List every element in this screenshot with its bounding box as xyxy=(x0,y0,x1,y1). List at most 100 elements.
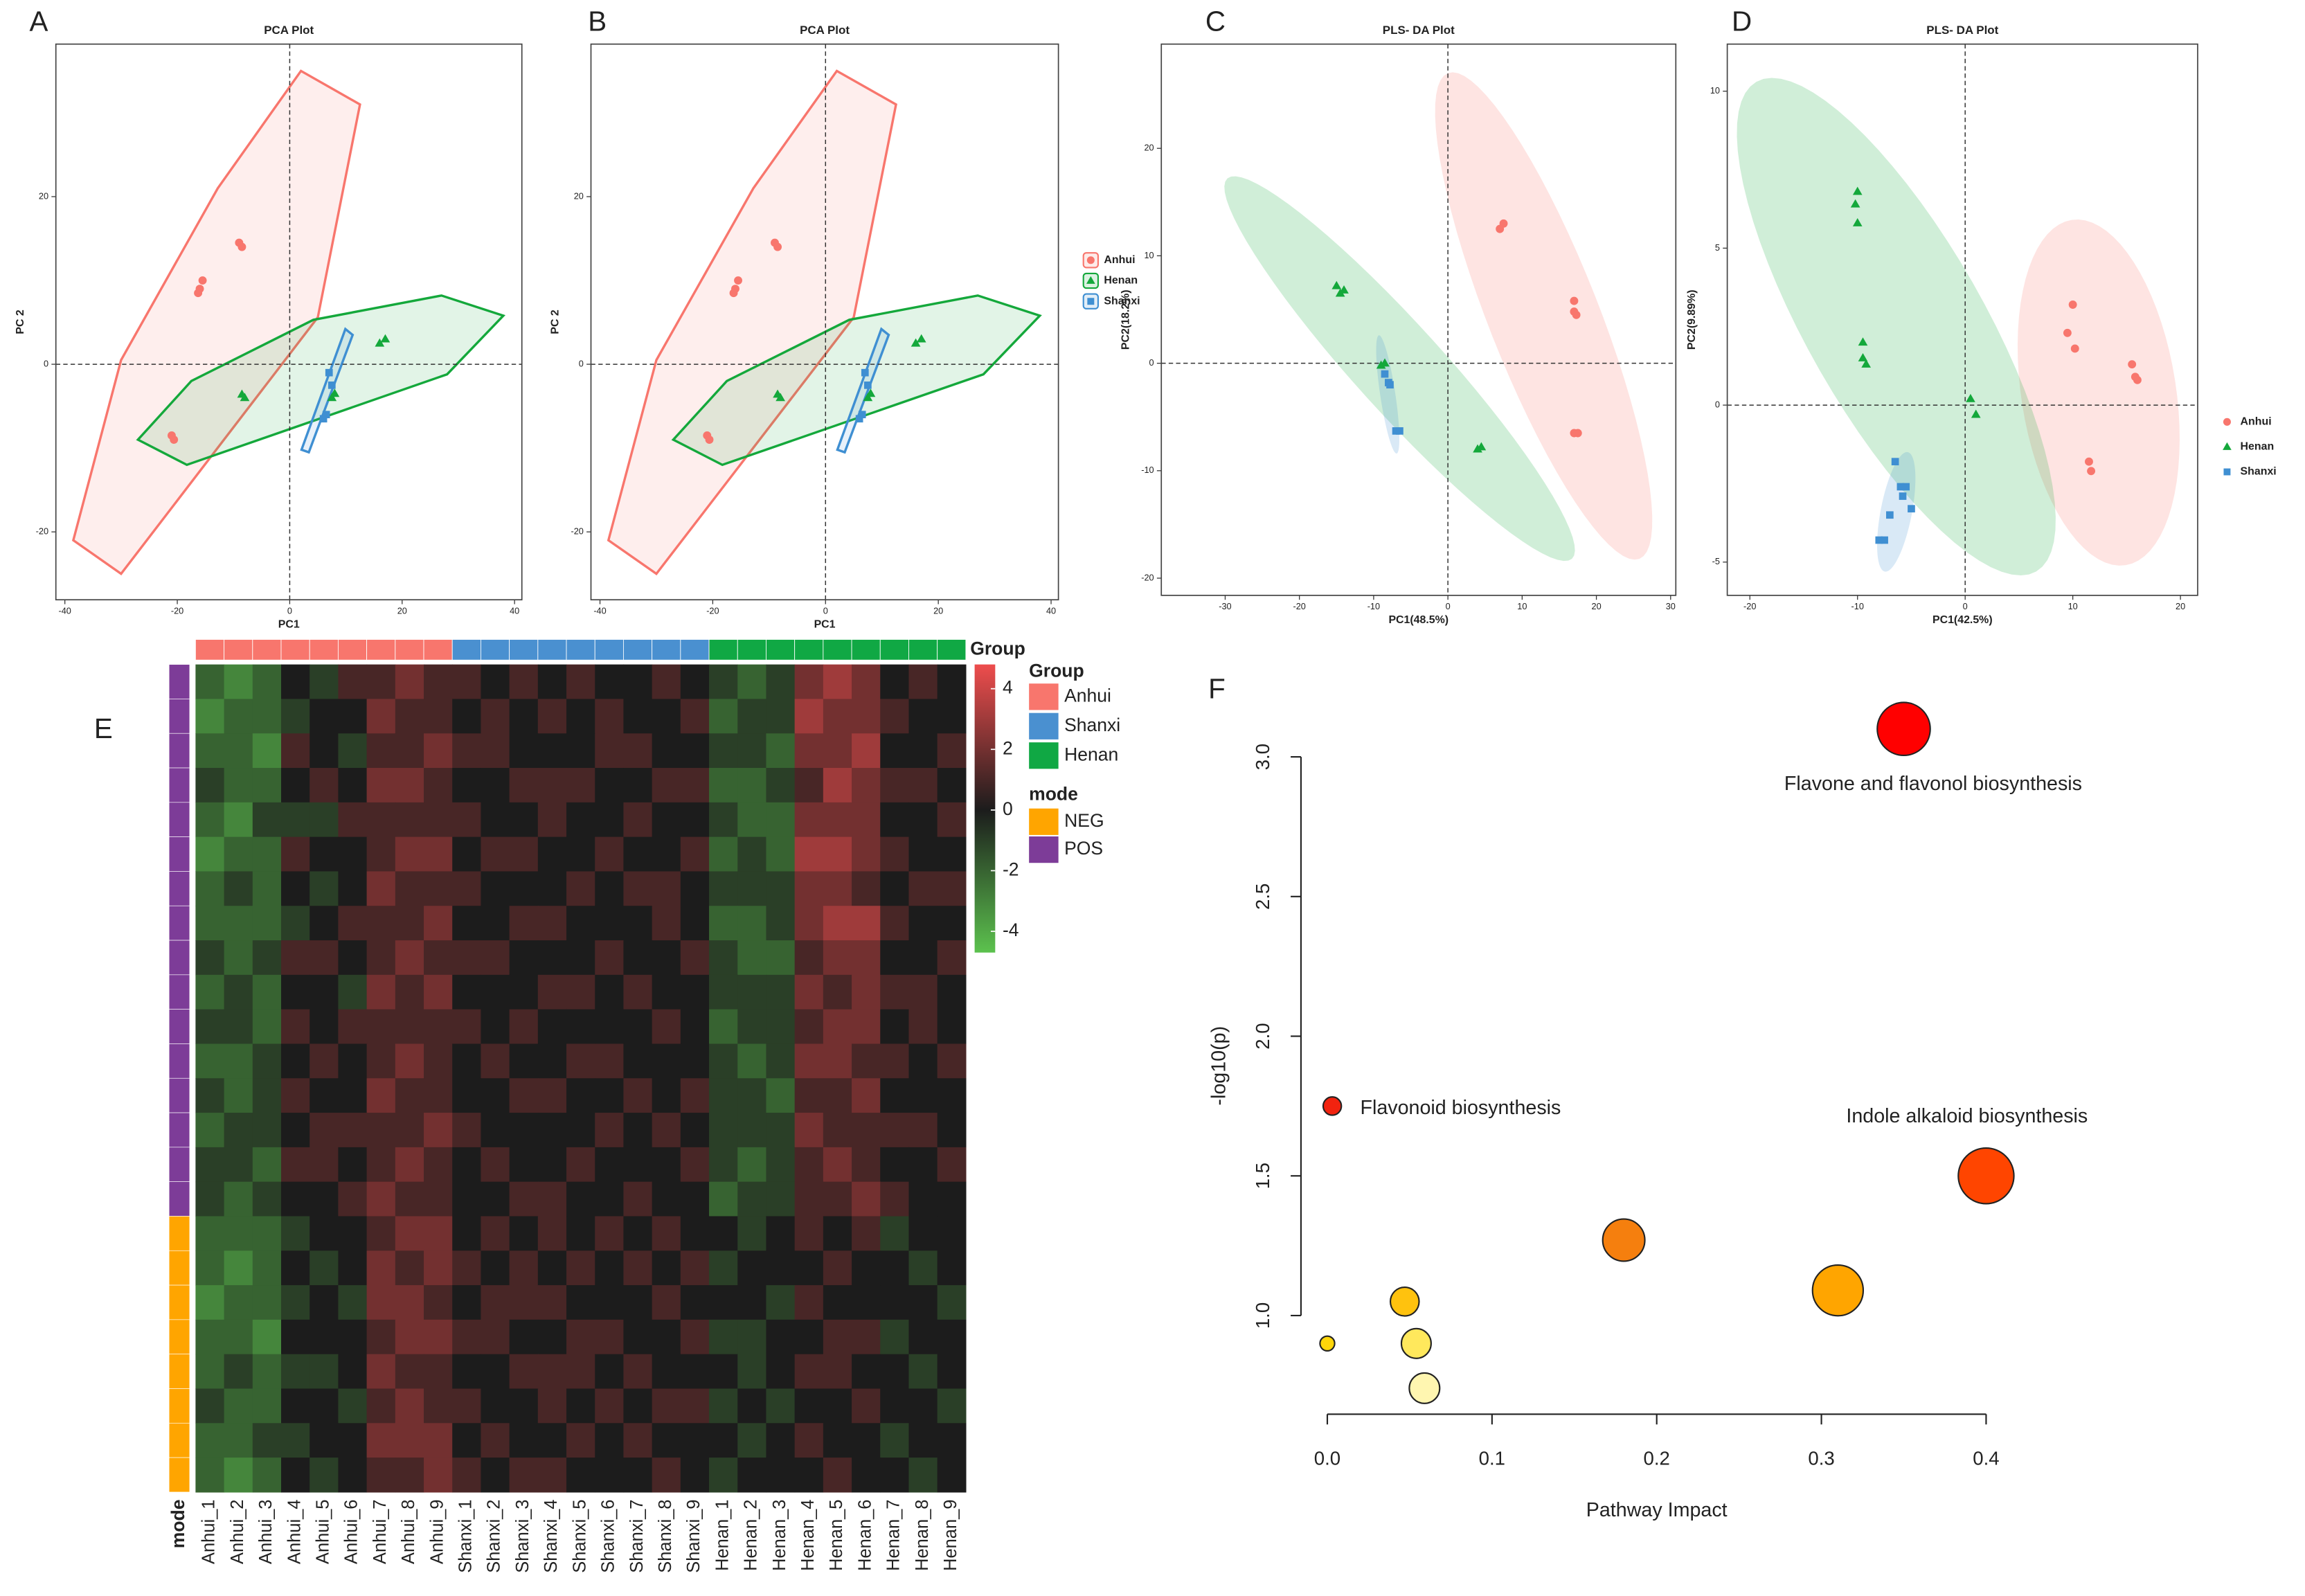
point xyxy=(1858,352,1868,361)
heatmap-cell xyxy=(794,699,824,734)
heatmap-cell xyxy=(537,1147,567,1183)
heatmap-cell xyxy=(766,974,796,1010)
heatmap-cell xyxy=(509,664,539,700)
heatmap-cell xyxy=(880,664,910,700)
group-bar-label: Group xyxy=(970,638,1025,658)
heatmap-cell xyxy=(338,768,368,803)
heatmap-cell xyxy=(452,1423,482,1458)
point xyxy=(1380,358,1390,367)
point xyxy=(2070,344,2079,353)
heatmap-cell xyxy=(709,1354,738,1390)
heatmap-cell xyxy=(823,1423,852,1458)
heatmap-cell xyxy=(481,1078,510,1113)
legend-title: Group xyxy=(1029,660,1084,681)
heatmap-cell xyxy=(252,768,282,803)
heatmap-cell xyxy=(766,699,796,734)
y-tick-label: 0 xyxy=(44,358,48,368)
heatmap-cell xyxy=(880,1043,910,1079)
heatmap-cell xyxy=(224,974,253,1010)
legend-swatch xyxy=(1029,712,1059,739)
heatmap-cell xyxy=(709,1423,738,1458)
heatmap-cell xyxy=(652,733,681,769)
group-annotation xyxy=(908,639,938,661)
point xyxy=(1392,427,1400,435)
heatmap-cell xyxy=(452,1285,482,1320)
column-label: Henan_8 xyxy=(913,1500,932,1571)
point xyxy=(1896,483,1905,491)
heatmap-cell xyxy=(537,1458,567,1493)
mode-annotation xyxy=(168,699,190,734)
heatmap-cell xyxy=(338,1423,368,1458)
x-tick-label: -20 xyxy=(171,606,183,616)
column-label: Anhui_7 xyxy=(370,1500,390,1564)
heatmap-cell xyxy=(338,1285,368,1320)
color-bar-label: -4 xyxy=(1003,920,1019,940)
heatmap-cell xyxy=(395,664,424,700)
heatmap-cell xyxy=(452,733,482,769)
heatmap-cell xyxy=(623,1319,653,1355)
column-label: Anhui_8 xyxy=(399,1500,418,1564)
panel-letter: A xyxy=(29,6,48,37)
heatmap-cell xyxy=(794,664,824,700)
heatmap-cell xyxy=(937,1078,967,1113)
heatmap-cell xyxy=(823,1285,852,1320)
heatmap-cell xyxy=(224,802,253,838)
heatmap-cell xyxy=(737,974,767,1010)
heatmap-cell xyxy=(880,1147,910,1183)
heatmap-cell xyxy=(481,1388,510,1424)
heatmap-cell xyxy=(195,733,225,769)
x-tick-label: 30 xyxy=(1666,601,1676,611)
y-tick-label: 2.5 xyxy=(1252,884,1273,910)
group-annotation xyxy=(224,639,253,661)
heatmap-cell xyxy=(310,1423,339,1458)
heatmap-cell xyxy=(880,940,910,976)
heatmap-cell xyxy=(224,940,253,976)
mode-annotation xyxy=(168,1181,190,1217)
heatmap-cell xyxy=(224,699,253,734)
heatmap-cell xyxy=(509,733,539,769)
heatmap-cell xyxy=(709,699,738,734)
point xyxy=(2133,375,2142,384)
heatmap-cell xyxy=(310,802,339,838)
heatmap-cell xyxy=(310,1181,339,1217)
x-axis-label: PC1 xyxy=(814,619,836,631)
heatmap-cell xyxy=(766,1458,796,1493)
point xyxy=(861,368,869,377)
heatmap-cell xyxy=(452,1388,482,1424)
heatmap-cell xyxy=(424,1319,453,1355)
heatmap-cell xyxy=(338,836,368,872)
heatmap-cell xyxy=(310,1113,339,1148)
mode-annotation xyxy=(168,871,190,906)
heatmap-cell xyxy=(623,768,653,803)
heatmap-cell xyxy=(224,1319,253,1355)
heatmap-cell xyxy=(908,1319,938,1355)
heatmap-cell xyxy=(709,906,738,941)
heatmap-cell xyxy=(652,1285,681,1320)
heatmap-cell xyxy=(338,1147,368,1183)
heatmap-cell xyxy=(595,768,625,803)
heatmap-cell xyxy=(680,1354,710,1390)
column-label: Shanxi_9 xyxy=(684,1500,703,1573)
heatmap-cell xyxy=(908,1113,938,1148)
heatmap-cell xyxy=(281,1319,310,1355)
heatmap-cell xyxy=(709,1009,738,1045)
heatmap-cell xyxy=(794,1285,824,1320)
group-annotation xyxy=(594,639,624,661)
point xyxy=(1891,458,1899,466)
y-tick-label: 0 xyxy=(1715,399,1720,409)
heatmap-cell xyxy=(395,802,424,838)
heatmap-cell xyxy=(566,871,595,906)
mode-annotation xyxy=(168,1354,190,1389)
heatmap-cell xyxy=(366,768,396,803)
heatmap-cell xyxy=(937,836,967,872)
heatmap-cell xyxy=(252,1388,282,1424)
y-tick-label: 20 xyxy=(39,190,48,201)
point xyxy=(2087,467,2096,476)
point xyxy=(1386,381,1394,389)
heatmap-cell xyxy=(310,1078,339,1113)
heatmap-cell xyxy=(794,1458,824,1493)
mode-annotation xyxy=(168,1216,190,1251)
legend-marker xyxy=(2223,442,2232,450)
heatmap-cell xyxy=(452,906,482,941)
y-tick-label: -20 xyxy=(36,526,48,537)
